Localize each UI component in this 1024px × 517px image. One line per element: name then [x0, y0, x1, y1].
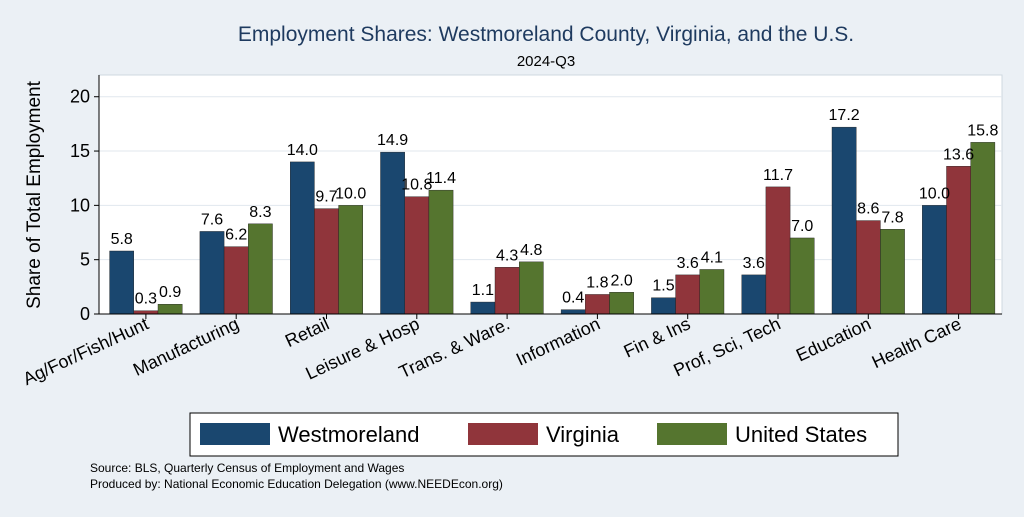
data-label: 15.8: [967, 122, 998, 139]
bar-united-states: [880, 229, 905, 315]
bar-virginia: [404, 196, 430, 315]
bar-united-states: [789, 237, 815, 315]
data-label: 0.4: [562, 290, 584, 307]
bar-virginia: [856, 220, 881, 315]
data-label: 0.9: [159, 284, 181, 301]
bar-virginia: [675, 274, 700, 315]
y-axis-ticks: 0 5 10 15 20: [70, 87, 99, 324]
y-tick-label: 0: [80, 304, 90, 324]
bar-united-states: [699, 269, 725, 315]
data-label: 8.6: [857, 201, 879, 218]
bar-westmoreland: [741, 274, 767, 315]
bar-virginia: [223, 246, 249, 315]
data-label: 1.8: [586, 274, 608, 291]
legend-swatch: [657, 423, 727, 445]
data-label: 6.2: [225, 227, 247, 244]
bar-united-states: [970, 142, 996, 315]
legend-label: Westmoreland: [278, 422, 419, 447]
bar-westmoreland: [109, 250, 134, 315]
bar-virginia: [765, 186, 791, 315]
bar-virginia: [946, 166, 971, 315]
bar-westmoreland: [651, 297, 676, 315]
bars: [109, 126, 996, 315]
y-tick-label: 15: [70, 141, 90, 161]
producer-note: Produced by: National Economic Education…: [90, 477, 503, 491]
y-tick-label: 5: [80, 250, 90, 270]
source-note: Source: BLS, Quarterly Census of Employm…: [90, 461, 404, 475]
data-label: 3.6: [743, 255, 765, 272]
bar-united-states: [338, 205, 364, 315]
bar-united-states: [157, 304, 183, 315]
bar-virginia: [494, 267, 520, 315]
bar-westmoreland: [290, 161, 315, 315]
data-label: 7.6: [201, 211, 223, 228]
bar-westmoreland: [922, 205, 947, 315]
legend-box: [189, 412, 899, 457]
bar-united-states: [248, 223, 273, 315]
data-label: 14.9: [377, 132, 408, 149]
y-tick-label: 20: [70, 87, 90, 107]
bar-virginia: [314, 208, 339, 315]
data-label: 9.7: [315, 189, 337, 206]
legend-label: Virginia: [546, 422, 620, 447]
legend-swatch: [468, 423, 538, 445]
data-label: 3.6: [677, 255, 699, 272]
legend-label: United States: [735, 422, 867, 447]
data-label: 1.1: [472, 282, 494, 299]
data-label: 14.0: [287, 142, 318, 159]
legend: Westmoreland Virginia United States: [189, 412, 899, 457]
bar-westmoreland: [199, 231, 225, 315]
bar-westmoreland: [560, 309, 586, 315]
data-label: 5.8: [111, 231, 133, 248]
data-label: 1.5: [652, 278, 674, 295]
data-label: 7.8: [881, 209, 903, 226]
data-label: 8.3: [249, 204, 271, 221]
data-label: 4.1: [701, 249, 723, 266]
data-label: 11.7: [763, 167, 793, 184]
bar-united-states: [519, 261, 544, 315]
chart-title: Employment Shares: Westmoreland County, …: [238, 23, 854, 46]
bar-virginia: [585, 294, 610, 315]
data-labels: 5.80.3 0.97.66.28.314.09.710.014.910.811.…: [111, 107, 999, 308]
y-tick-label: 10: [70, 195, 90, 215]
bar-united-states: [609, 292, 634, 315]
data-label: 7.0: [791, 218, 813, 235]
y-axis-label: Share of Total Employment: [24, 80, 45, 308]
data-label: 10.0: [335, 185, 366, 202]
data-label: 2.0: [610, 272, 632, 289]
data-label: 0.3: [135, 291, 157, 308]
data-label: 10.8: [401, 177, 432, 194]
data-label: 4.3: [496, 247, 518, 264]
data-label: 13.6: [943, 146, 974, 163]
chart-subtitle: 2024-Q3: [517, 53, 575, 70]
bar-westmoreland: [380, 151, 405, 315]
bar-united-states: [428, 189, 454, 315]
bar-westmoreland: [831, 126, 857, 315]
data-label: 11.4: [426, 170, 456, 187]
bar-westmoreland: [470, 301, 496, 315]
data-label: 17.2: [829, 107, 860, 124]
data-label: 4.8: [520, 242, 542, 259]
legend-swatch: [200, 423, 270, 445]
data-label: 10.0: [919, 185, 950, 202]
